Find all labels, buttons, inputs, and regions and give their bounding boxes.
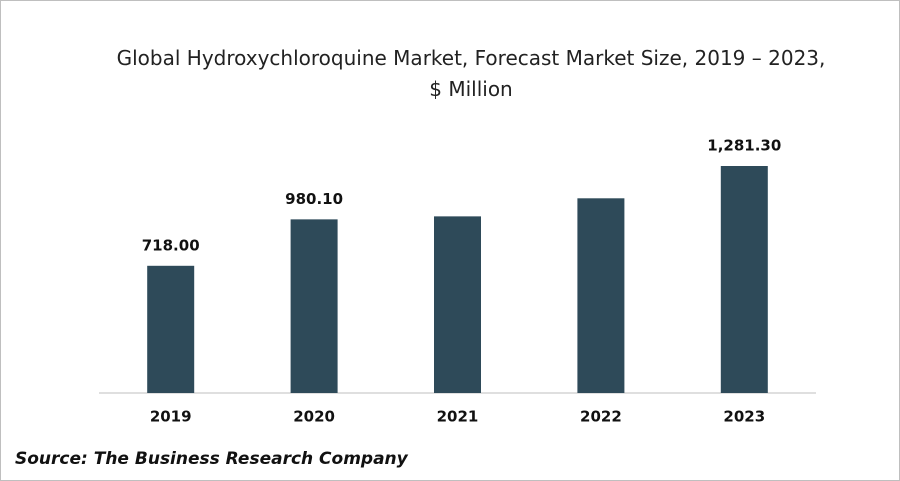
source-note: Source: The Business Research Company	[15, 449, 408, 469]
bar	[290, 219, 338, 393]
data-label: 718.00	[142, 236, 200, 254]
x-tick-label: 2019	[150, 408, 192, 426]
x-tick-label: 2023	[723, 408, 765, 426]
bar	[434, 216, 481, 393]
x-tick-label: 2020	[293, 408, 335, 426]
bar	[577, 198, 625, 393]
data-label: 1,281.30	[707, 137, 781, 155]
bar	[720, 166, 768, 393]
x-tick-label: 2021	[437, 408, 479, 426]
data-label: 980.10	[285, 190, 343, 208]
x-tick-label: 2022	[580, 408, 622, 426]
chart-title: Global Hydroxychloroquine Market, Foreca…	[116, 46, 826, 101]
bar	[147, 265, 195, 393]
